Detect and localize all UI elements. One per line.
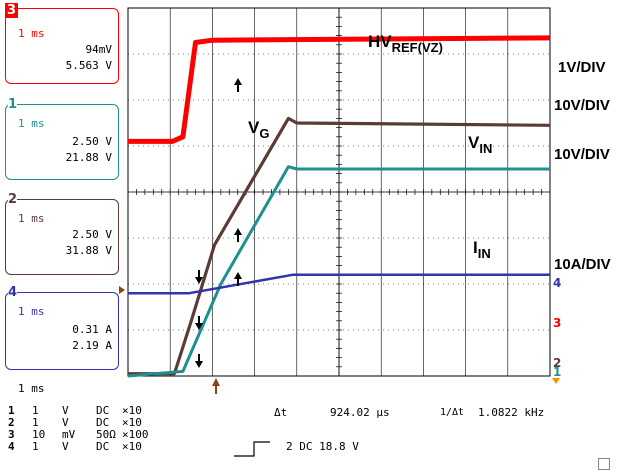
series-label-vin: VIN	[468, 133, 493, 156]
frequency-label: 1/Δt	[440, 407, 465, 418]
channel-value-2: 31.88 V	[65, 244, 112, 257]
setting-unit: V	[62, 440, 69, 453]
series-line	[128, 35, 551, 144]
cursor-arrow-head	[234, 228, 242, 235]
channel-2-box: 2 1 ms 2.50 V 31.88 V	[5, 192, 119, 275]
plot-markers: 4 3 21	[119, 78, 561, 394]
channel-number: 4	[8, 285, 18, 300]
setting-coupling: DC	[96, 404, 110, 417]
corner-box	[598, 458, 610, 470]
setting-channel: 4	[8, 440, 15, 453]
scale-label-ch1: 10V/DIV	[554, 146, 610, 163]
setting-volts: 1	[32, 416, 39, 429]
channel-marker-label: 4	[553, 276, 561, 290]
cursor-arrow-head	[195, 361, 203, 368]
series-label-hvref: HVREF(VZ)	[368, 32, 443, 55]
channel-marker-arrow	[552, 378, 560, 384]
channel-value-2: 5.563 V	[65, 59, 112, 72]
setting-coupling: DC	[96, 416, 110, 429]
setting-coupling: DC	[96, 440, 110, 453]
scale-label-ch2: 10V/DIV	[554, 97, 610, 114]
channel-time: 1 ms	[18, 117, 45, 130]
channel-number: 3	[5, 3, 19, 18]
channel-value-2: 2.19 A	[72, 339, 112, 352]
setting-volts: 1	[32, 404, 39, 417]
setting-coupling: 50Ω	[96, 428, 116, 441]
setting-probe: ×10	[122, 404, 142, 417]
channel-value-1: 2.50 V	[72, 135, 112, 148]
trigger-position-marker-head	[212, 378, 220, 386]
channel-marker-label: 1	[553, 365, 561, 379]
scale-label-ch3: 1V/DIV	[558, 59, 606, 76]
channel-number: 2	[8, 192, 18, 207]
channel-marker-label: 3	[553, 316, 561, 330]
channel-marker-label: 2	[553, 356, 561, 370]
channel-value-1: 94mV	[85, 43, 113, 56]
plot-traces	[127, 35, 551, 378]
setting-volts: 1	[32, 440, 39, 453]
delta-t-label: Δt	[274, 406, 288, 419]
setting-unit: V	[62, 416, 69, 429]
setting-unit: mV	[62, 428, 76, 441]
scale-label-ch4: 10A/DIV	[554, 256, 611, 273]
trigger-readout: 2 DC 18.8 V	[286, 440, 359, 453]
cursor-arrow-head	[195, 323, 203, 330]
series-line	[128, 116, 551, 376]
ground-level-marker	[119, 286, 125, 294]
series-label-vg: VG	[248, 118, 270, 141]
setting-unit: V	[62, 404, 69, 417]
setting-channel: 2	[8, 416, 15, 429]
channel-value-1: 2.50 V	[72, 228, 112, 241]
setting-channel: 1	[8, 404, 15, 417]
cursor-arrow-head	[195, 277, 203, 284]
channel-time: 1 ms	[18, 305, 45, 318]
plot-grid	[127, 7, 551, 377]
channel-number: 1	[8, 97, 18, 112]
timebase-label: 1 ms	[18, 382, 45, 395]
series-line	[127, 165, 550, 378]
delta-t-value: 924.02 µs	[330, 406, 390, 419]
setting-probe: ×10	[122, 416, 142, 429]
setting-volts: 10	[32, 428, 46, 441]
channel-value-2: 21.88 V	[65, 151, 112, 164]
channel-value-1: 0.31 A	[72, 323, 112, 336]
trigger-edge-icon	[234, 441, 270, 457]
series-label-iin: IIN	[473, 238, 491, 261]
channel-time: 1 ms	[18, 27, 45, 40]
cursor-arrow-head	[234, 272, 242, 279]
setting-probe: ×100	[122, 428, 149, 441]
channel-time: 1 ms	[18, 212, 45, 225]
frequency-value: 1.0822 kHz	[478, 406, 545, 419]
channel-4-box: 4 1 ms 0.31 A 2.19 A	[5, 285, 119, 370]
cursor-arrow-head	[234, 78, 242, 85]
channel-3-box: 3 1 ms 94mV 5.563 V	[5, 3, 119, 84]
series-line	[128, 273, 550, 295]
setting-channel: 3	[8, 428, 15, 441]
setting-probe: ×10	[122, 440, 142, 453]
channel-1-box: 1 1 ms 2.50 V 21.88 V	[5, 97, 119, 180]
